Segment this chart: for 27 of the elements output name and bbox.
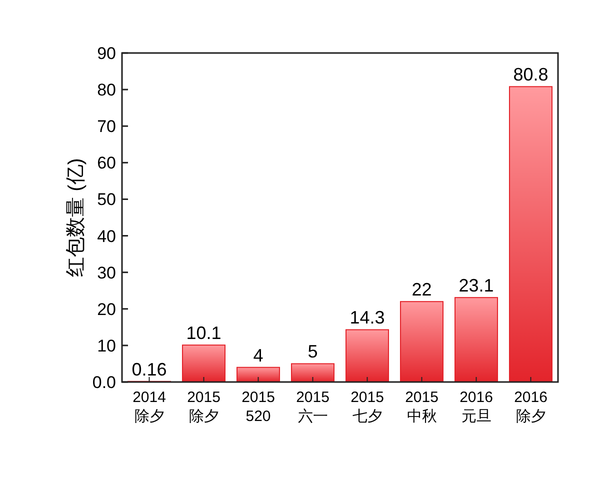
y-tick-label: 30 [97,263,116,282]
data-label: 22 [412,280,432,300]
data-label: 4 [253,345,264,366]
data-label: 5 [308,342,318,362]
y-tick-label: 50 [97,190,116,210]
x-tick-label: 2015 六一 [296,389,330,425]
x-tick-label: 2015 七夕 [350,389,384,425]
x-tick-label: 2016 元旦 [460,389,493,425]
x-tick-label: 2015 除夕 [187,389,220,425]
y-tick-label: 80 [97,80,116,100]
y-tick-label: 10 [97,336,116,356]
y-tick-label: 20 [97,300,116,319]
data-label: 10.1 [186,323,222,344]
y-tick-label: 40 [97,226,116,246]
data-label: 0.16 [132,359,167,380]
x-tick-label: 2014 除夕 [132,389,166,425]
x-tick-label: 2016 除夕 [514,389,548,425]
y-tick-label: 0.0 [92,373,116,392]
y-tick-label: 70 [97,117,116,136]
y-tick-label: 60 [97,154,116,173]
data-label: 80.8 [513,64,548,85]
y-axis-title: 红包数量 (亿) [65,158,87,277]
data-label: 14.3 [350,308,385,328]
data-label: 23.1 [458,276,494,296]
x-tick-label: 2015 中秋 [405,389,438,425]
x-tick-label: 2015 520 [242,389,275,425]
y-tick-label: 90 [97,44,116,63]
